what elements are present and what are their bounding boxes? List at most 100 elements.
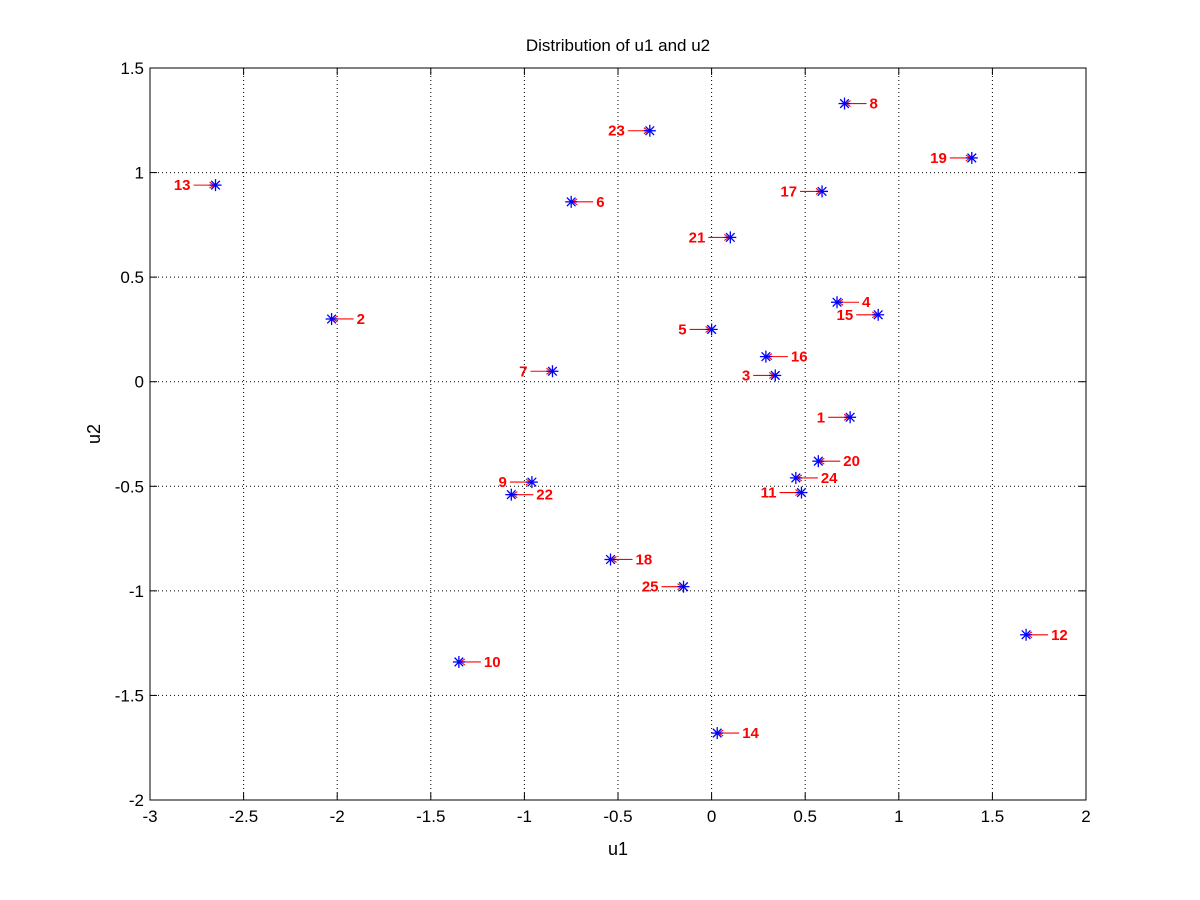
point-group: 13 xyxy=(174,177,222,194)
point-group: 7 xyxy=(519,363,559,380)
point-label: 13 xyxy=(174,177,191,194)
scatter-point xyxy=(643,124,656,137)
scatter-point xyxy=(872,308,885,321)
point-label: 22 xyxy=(536,487,553,504)
point-label: 19 xyxy=(930,150,947,167)
point-group: 23 xyxy=(608,123,656,140)
x-tick-label: -3 xyxy=(142,807,157,826)
y-tick-label: -0.5 xyxy=(115,477,144,496)
point-group: 25 xyxy=(642,579,690,596)
x-tick-label: -2 xyxy=(330,807,345,826)
point-label: 1 xyxy=(817,409,825,426)
x-tick-label: 1.5 xyxy=(981,807,1005,826)
scatter-point xyxy=(565,195,578,208)
x-tick-label: -1 xyxy=(517,807,532,826)
scatter-point xyxy=(838,97,851,110)
point-group: 1 xyxy=(817,409,857,426)
point-group: 19 xyxy=(930,150,978,167)
point-label: 8 xyxy=(870,96,878,113)
point-label: 2 xyxy=(357,311,365,328)
x-tick-label: 0 xyxy=(707,807,716,826)
scatter-point xyxy=(505,488,518,501)
scatter-point xyxy=(325,312,338,325)
y-tick-label: -1.5 xyxy=(115,686,144,705)
scatter-point xyxy=(705,323,718,336)
point-group: 17 xyxy=(780,183,829,200)
point-group: 5 xyxy=(678,321,718,338)
scatter-point xyxy=(1020,628,1033,641)
point-group: 8 xyxy=(838,96,878,113)
point-group: 24 xyxy=(789,470,838,487)
scatter-point xyxy=(525,476,538,489)
x-tick-label: 2 xyxy=(1081,807,1090,826)
point-group: 14 xyxy=(711,725,760,742)
y-axis-label: u2 xyxy=(84,424,104,444)
y-tick-label: 0 xyxy=(135,373,144,392)
x-axis-label: u1 xyxy=(608,839,628,859)
x-tick-label: -2.5 xyxy=(229,807,258,826)
scatter-point xyxy=(965,151,978,164)
y-tick-label: -1 xyxy=(129,582,144,601)
point-label: 6 xyxy=(596,194,604,211)
point-group: 9 xyxy=(499,474,538,491)
point-label: 20 xyxy=(843,453,860,470)
scatter-point xyxy=(844,411,857,424)
grid xyxy=(150,68,1086,800)
y-tick-label: 0.5 xyxy=(120,268,144,287)
point-group: 15 xyxy=(837,307,885,324)
point-label: 14 xyxy=(742,725,759,742)
y-tick-label: 1.5 xyxy=(120,59,144,78)
point-label: 7 xyxy=(519,363,527,380)
scatter-point xyxy=(546,365,559,378)
point-label: 17 xyxy=(780,183,797,200)
scatter-point xyxy=(812,455,825,468)
point-label: 15 xyxy=(837,307,854,324)
point-group: 12 xyxy=(1020,627,1068,644)
x-tick-label: -0.5 xyxy=(603,807,632,826)
scatter-point xyxy=(759,350,772,363)
point-group: 21 xyxy=(689,229,737,246)
x-tick-label: -1.5 xyxy=(416,807,445,826)
point-group: 4 xyxy=(831,294,871,311)
point-group: 2 xyxy=(325,311,365,328)
scatter-point xyxy=(677,580,690,593)
point-group: 20 xyxy=(812,453,860,470)
data-points: 1234567891011121314151617181920212223242… xyxy=(174,96,1068,743)
point-label: 12 xyxy=(1051,627,1068,644)
scatter-point xyxy=(795,486,808,499)
point-label: 25 xyxy=(642,579,659,596)
x-tick-label: 1 xyxy=(894,807,903,826)
y-tick-label: 1 xyxy=(135,164,144,183)
point-label: 10 xyxy=(484,654,501,671)
point-group: 11 xyxy=(761,485,808,502)
point-label: 24 xyxy=(821,470,838,487)
point-label: 23 xyxy=(608,123,625,140)
point-group: 6 xyxy=(565,194,605,211)
ticks: -3 -2.5 -2 -1.5 -1 -0.5 0 0.5 1 1.5 2 -2 -1.5 -1 -0.5 0… xyxy=(115,59,1091,826)
point-label: 11 xyxy=(761,485,777,502)
point-group: 22 xyxy=(505,487,553,504)
scatter-point xyxy=(452,655,465,668)
point-group: 16 xyxy=(759,349,808,366)
scatter-point xyxy=(209,179,222,192)
point-group: 18 xyxy=(604,551,653,568)
scatter-point xyxy=(724,231,737,244)
point-label: 21 xyxy=(689,229,706,246)
scatter-point xyxy=(711,727,724,740)
scatter-point xyxy=(816,185,829,198)
axes-border xyxy=(149,67,1087,801)
chart-title: Distribution of u1 and u2 xyxy=(526,36,710,55)
scatter-point xyxy=(604,553,617,566)
point-group: 10 xyxy=(452,654,501,671)
scatter-point xyxy=(831,296,844,309)
point-label: 3 xyxy=(742,367,750,384)
y-tick-label: -2 xyxy=(129,791,144,810)
point-label: 18 xyxy=(636,551,653,568)
point-label: 5 xyxy=(678,321,686,338)
point-label: 4 xyxy=(862,294,871,311)
point-label: 16 xyxy=(791,349,808,366)
point-label: 9 xyxy=(499,474,507,491)
scatter-point xyxy=(769,369,782,382)
point-group: 3 xyxy=(742,367,782,384)
